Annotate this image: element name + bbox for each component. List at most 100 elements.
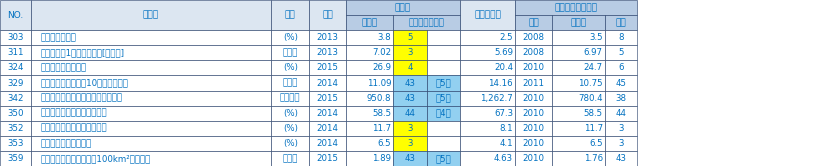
Bar — [515, 151, 552, 166]
Text: （4）: （4） — [435, 109, 452, 118]
Text: NO.: NO. — [7, 11, 24, 20]
Bar — [552, 60, 605, 76]
Text: 1.76: 1.76 — [584, 154, 602, 163]
Bar — [271, 60, 309, 76]
Bar — [515, 106, 552, 121]
Text: 商業・近隣商業地域面積比率: 商業・近隣商業地域面積比率 — [41, 124, 107, 133]
Text: 6.5: 6.5 — [589, 139, 602, 148]
Text: 8: 8 — [619, 33, 624, 42]
Bar — [309, 76, 346, 90]
Bar — [346, 121, 393, 136]
Bar — [309, 151, 346, 166]
Text: 指標値: 指標値 — [361, 18, 378, 27]
Text: （5）: （5） — [435, 154, 452, 163]
Text: 342: 342 — [7, 94, 24, 103]
Bar — [271, 106, 309, 121]
Text: 6.97: 6.97 — [584, 48, 602, 57]
Text: 2010: 2010 — [523, 63, 545, 72]
Bar — [605, 60, 637, 76]
Bar — [460, 76, 515, 90]
Bar — [515, 76, 552, 90]
Text: (%): (%) — [282, 124, 298, 133]
Text: 67.3: 67.3 — [494, 109, 513, 118]
Text: 近隣公園数（可住地面積100km²当たり）: 近隣公園数（可住地面積100km²当たり） — [41, 154, 151, 163]
Text: 順位（下から）: 順位（下から） — [409, 18, 444, 27]
Bar — [460, 30, 515, 45]
Text: 10.75: 10.75 — [578, 79, 602, 87]
Text: ごみのリサイクル率: ごみのリサイクル率 — [41, 63, 86, 72]
Text: 45: 45 — [615, 79, 627, 87]
Bar — [309, 90, 346, 106]
Text: 参考値（鳥取県）: 参考値（鳥取県） — [555, 3, 597, 12]
Bar — [0, 136, 31, 151]
Text: (%): (%) — [282, 33, 298, 42]
Bar — [515, 121, 552, 136]
Text: 長屋建住宅比率: 長屋建住宅比率 — [41, 33, 77, 42]
Bar — [309, 45, 346, 60]
Text: 6.5: 6.5 — [378, 139, 392, 148]
Bar — [605, 90, 637, 106]
Text: 58.5: 58.5 — [584, 109, 602, 118]
Text: 44: 44 — [405, 109, 416, 118]
Bar — [346, 136, 393, 151]
Text: 303: 303 — [7, 33, 24, 42]
Bar — [552, 106, 605, 121]
Bar — [515, 30, 552, 45]
Bar — [460, 136, 515, 151]
Bar — [605, 106, 637, 121]
Bar — [605, 30, 637, 45]
Bar — [427, 45, 460, 60]
Bar — [31, 106, 271, 121]
Bar — [31, 0, 271, 30]
Bar — [346, 45, 393, 60]
Bar — [515, 90, 552, 106]
Bar — [460, 106, 515, 121]
Text: 5: 5 — [619, 48, 624, 57]
Bar — [0, 90, 31, 106]
Text: 2013: 2013 — [317, 33, 339, 42]
Bar — [552, 90, 605, 106]
Bar — [393, 90, 427, 106]
Text: 8.1: 8.1 — [500, 124, 513, 133]
Text: 11.7: 11.7 — [584, 124, 602, 133]
Bar — [31, 136, 271, 151]
Bar — [605, 121, 637, 136]
Bar — [552, 121, 605, 136]
Text: 2010: 2010 — [523, 94, 545, 103]
Bar — [427, 151, 460, 166]
Bar — [0, 30, 31, 45]
Bar — [31, 60, 271, 76]
Bar — [427, 30, 460, 45]
Text: 2010: 2010 — [523, 154, 545, 163]
Text: 43: 43 — [405, 94, 416, 103]
Bar — [271, 121, 309, 136]
Bar — [309, 106, 346, 121]
Bar — [271, 151, 309, 166]
Text: 11.09: 11.09 — [367, 79, 392, 87]
Text: 年度: 年度 — [322, 11, 333, 20]
Text: 44: 44 — [615, 109, 627, 118]
Text: （5）: （5） — [435, 79, 452, 87]
Text: 311: 311 — [7, 48, 24, 57]
Bar — [515, 15, 552, 30]
Bar — [31, 76, 271, 90]
Text: 6: 6 — [619, 63, 624, 72]
Text: 2015: 2015 — [317, 63, 339, 72]
Text: 7.02: 7.02 — [372, 48, 392, 57]
Text: 年度: 年度 — [528, 18, 539, 27]
Bar — [427, 60, 460, 76]
Text: 43: 43 — [405, 79, 416, 87]
Bar — [309, 136, 346, 151]
Text: 居住室数（1住宅当たり）[持ち家]: 居住室数（1住宅当たり）[持ち家] — [41, 48, 125, 57]
Text: 950.8: 950.8 — [367, 94, 392, 103]
Bar — [460, 151, 515, 166]
Bar — [460, 45, 515, 60]
Bar — [31, 30, 271, 45]
Text: (%): (%) — [282, 139, 298, 148]
Text: 2013: 2013 — [317, 48, 339, 57]
Text: 43: 43 — [615, 154, 627, 163]
Text: (%): (%) — [282, 109, 298, 118]
Text: 2008: 2008 — [523, 48, 545, 57]
Text: 近隣商業地域面積比率: 近隣商業地域面積比率 — [41, 139, 92, 148]
Text: 順位: 順位 — [615, 18, 627, 27]
